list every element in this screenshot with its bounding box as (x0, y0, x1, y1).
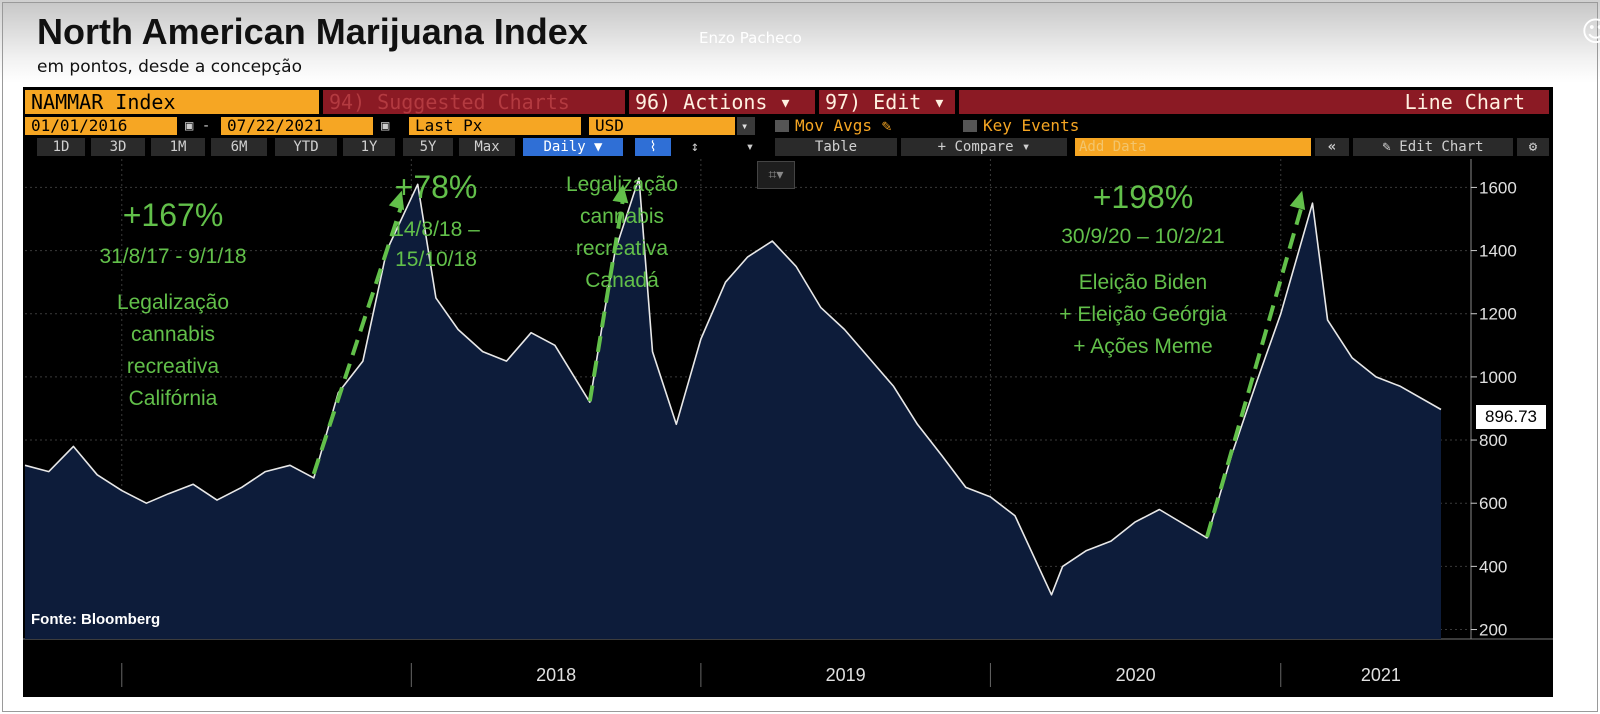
bar-style-icon[interactable]: ↕ (690, 139, 700, 155)
annotation-arrowhead-3 (1289, 190, 1306, 211)
annotation-2-line-1: Legalização (565, 173, 679, 196)
annotation-2-date-1: 14/8/18 – (392, 218, 480, 241)
mov-avgs-label: Mov Avgs (795, 117, 873, 135)
edit-menu[interactable]: 97) Edit ▾ (819, 90, 955, 114)
calendar-icon-2[interactable]: ▣ (381, 118, 390, 134)
bloomberg-terminal: NAMMAR Index 94) Suggested Charts 96) Ac… (23, 87, 1553, 697)
annotation-3-text: Eleição Biden + Eleição Geórgia + Ações … (1033, 267, 1253, 363)
y-tick-1200: 1200 (1479, 305, 1517, 324)
edit-chart-button[interactable]: ✎ Edit Chart (1353, 138, 1513, 156)
annotation-arrow-2 (587, 197, 626, 402)
x-tick-2021: 2021 (1361, 665, 1401, 685)
period-button-1y[interactable]: 1Y (343, 138, 395, 156)
chart-thumbnail-icon[interactable]: ⌗▾ (757, 161, 795, 189)
annotation-2-text: Legalização cannabis recreativa Canadá (547, 169, 697, 297)
annotation-1-text: Legalização cannabis recreativa Califórn… (83, 287, 263, 415)
period-button-1d[interactable]: 1D (37, 138, 85, 156)
annotation-1-line-1: Legalização (116, 291, 230, 314)
annotation-1-dates: 31/8/17 - 9/1/18 (99, 245, 247, 268)
annotation-3-line-1: Eleição Biden (1078, 271, 1208, 294)
annotation-3-percent: +198% (1092, 179, 1194, 215)
annotation-1-percent: +167% (122, 197, 224, 233)
last-value-label: 896.73 (1476, 405, 1546, 429)
key-events-toggle[interactable]: Key Events (959, 117, 1159, 135)
period-button-6m[interactable]: 6M (211, 138, 267, 156)
end-date-input[interactable]: 07/22/2021 (221, 117, 373, 135)
y-tick-1000: 1000 (1479, 368, 1517, 387)
y-tick-600: 600 (1479, 494, 1507, 513)
source-label: Fonte: Bloomberg (31, 611, 161, 628)
annotation-2-date-2: 15/10/18 (395, 248, 477, 271)
annotation-arrowhead-1 (388, 190, 405, 211)
annotation-arrowhead-2 (612, 184, 629, 204)
annotation-arrow-3 (1205, 204, 1305, 538)
currency-select[interactable]: USD (589, 117, 735, 135)
chart-subtitle: em pontos, desde a concepção (37, 57, 302, 77)
mov-avgs-toggle[interactable]: Mov Avgs ✎ (771, 117, 951, 135)
annotation-2-line-3: recreativa (575, 237, 669, 260)
period-button-ytd[interactable]: YTD (275, 138, 337, 156)
gear-icon[interactable]: ⚙ (1517, 138, 1549, 156)
area-fill (25, 177, 1441, 639)
annotation-1-line-2: cannabis (130, 323, 216, 346)
chart-type-label[interactable]: Line Chart (959, 90, 1549, 114)
annotation-arrow-1 (311, 203, 404, 475)
x-tick-2019: 2019 (826, 665, 866, 685)
annotation-3-line-2: + Eleição Geórgia (1059, 303, 1227, 326)
start-date-input[interactable]: 01/01/2016 (25, 117, 177, 135)
period-button-max[interactable]: Max (459, 138, 515, 156)
field-select[interactable]: Last Px (409, 117, 581, 135)
x-tick-2020: 2020 (1116, 665, 1156, 685)
period-button-3d[interactable]: 3D (91, 138, 145, 156)
add-data-input[interactable]: Add Data (1075, 138, 1311, 156)
actions-menu[interactable]: 96) Actions ▾ (629, 90, 815, 114)
ticker-field[interactable]: NAMMAR Index (25, 90, 319, 114)
annotation-2-line-4: Canadá (585, 269, 659, 292)
y-tick-1600: 1600 (1479, 178, 1517, 197)
compare-button[interactable]: + Compare ▾ (901, 138, 1067, 156)
x-tick-2018: 2018 (536, 665, 576, 685)
annotation-3-dates: 30/9/20 – 10/2/21 (1061, 225, 1225, 248)
collapse-icon[interactable]: « (1315, 138, 1349, 156)
table-button[interactable]: Table (775, 138, 897, 156)
series-line (24, 177, 1442, 596)
y-tick-800: 800 (1479, 431, 1507, 450)
calendar-icon[interactable]: ▣ - (185, 118, 211, 134)
annotation-1-line-4: Califórnia (128, 387, 218, 410)
annotation-1-line-3: recreativa (126, 355, 220, 378)
checkbox-icon[interactable] (775, 120, 789, 132)
annotation-2-dates: 14/8/18 – 15/10/18 (365, 215, 507, 275)
annotation-2-line-2: cannabis (579, 205, 665, 228)
edit-chart-label: Edit Chart (1399, 139, 1484, 155)
y-tick-1400: 1400 (1479, 242, 1517, 261)
frequency-select[interactable]: Daily ▼ (523, 138, 623, 156)
smiley-icon[interactable]: ☺ (1581, 17, 1600, 47)
chevron-down-icon-2[interactable]: ▾ (745, 139, 755, 155)
key-events-label: Key Events (983, 117, 1080, 135)
period-button-1m[interactable]: 1M (151, 138, 205, 156)
chevron-down-icon[interactable]: ▾ (737, 117, 755, 135)
chart-plot: 2017201820192020202120040060080010001200… (23, 159, 1553, 687)
y-tick-200: 200 (1479, 621, 1507, 640)
author-name: Enzo Pacheco (699, 29, 802, 47)
suggested-charts-button[interactable]: 94) Suggested Charts (323, 90, 625, 114)
annotation-2-percent: +78% (394, 169, 478, 205)
period-button-5y[interactable]: 5Y (403, 138, 453, 156)
line-chart-icon[interactable]: ⌇ (635, 138, 671, 156)
y-tick-400: 400 (1479, 557, 1507, 576)
checkbox-icon[interactable] (963, 120, 977, 132)
annotation-3-line-3: + Ações Meme (1073, 335, 1213, 358)
chart-title: North American Marijuana Index (37, 11, 588, 52)
header-background (3, 3, 1597, 83)
